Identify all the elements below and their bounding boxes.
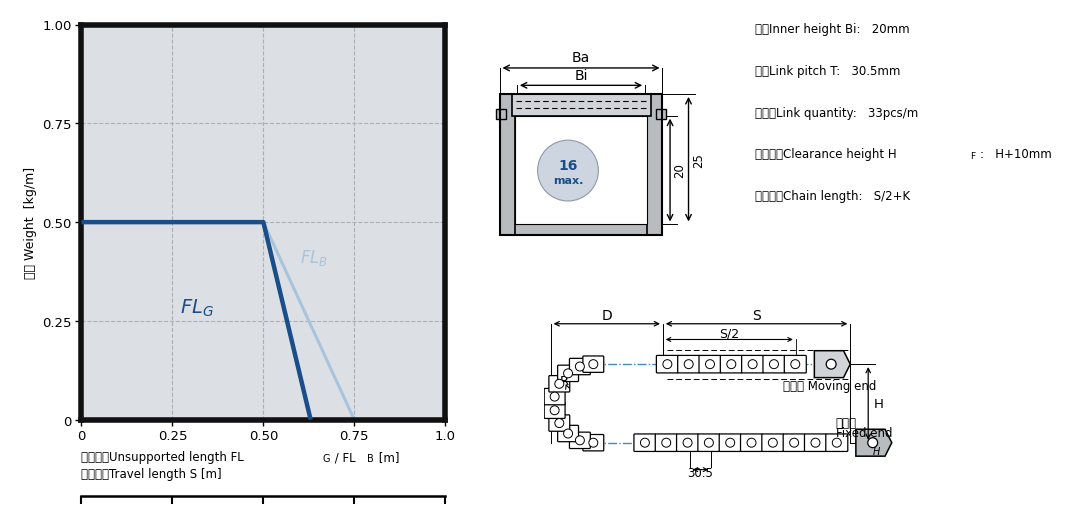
Text: max.: max.: [553, 176, 583, 186]
Text: 链节数Link quantity:   33pcs/m: 链节数Link quantity: 33pcs/m: [755, 106, 918, 119]
Text: $\mathit{FL_B}$: $\mathit{FL_B}$: [300, 247, 328, 267]
Circle shape: [768, 438, 778, 447]
Bar: [496, 110, 506, 120]
Bar: [647, 95, 662, 236]
Circle shape: [564, 369, 572, 378]
Circle shape: [705, 438, 714, 447]
Circle shape: [576, 362, 584, 371]
Text: F: F: [970, 152, 975, 161]
Text: [m]: [m]: [375, 450, 400, 463]
Circle shape: [748, 360, 757, 369]
Text: :   H+10mm: : H+10mm: [980, 148, 1051, 161]
Bar: [515, 117, 647, 225]
Text: Fixed end: Fixed end: [835, 427, 893, 440]
FancyBboxPatch shape: [656, 356, 679, 373]
Text: $\mathbf{\mathit{FL_G}}$: $\mathbf{\mathit{FL_G}}$: [179, 297, 214, 319]
Text: S: S: [753, 308, 761, 323]
Text: 固定端: 固定端: [835, 416, 857, 429]
FancyBboxPatch shape: [557, 426, 579, 442]
Circle shape: [832, 438, 842, 447]
Text: S/2: S/2: [719, 326, 740, 340]
FancyBboxPatch shape: [548, 415, 570, 432]
Text: Ba: Ba: [572, 51, 590, 65]
FancyBboxPatch shape: [569, 359, 591, 375]
Circle shape: [555, 419, 564, 428]
FancyBboxPatch shape: [784, 356, 806, 373]
Circle shape: [725, 438, 735, 447]
Circle shape: [826, 359, 836, 370]
Text: 30.5: 30.5: [687, 466, 714, 479]
Circle shape: [555, 380, 564, 388]
Circle shape: [551, 392, 559, 401]
Circle shape: [706, 360, 715, 369]
Text: Bi: Bi: [574, 69, 588, 82]
Circle shape: [727, 360, 736, 369]
Text: 节距Link pitch T:   30.5mm: 节距Link pitch T: 30.5mm: [755, 65, 900, 77]
Text: G: G: [323, 453, 330, 463]
FancyBboxPatch shape: [678, 356, 699, 373]
FancyBboxPatch shape: [583, 356, 604, 373]
Circle shape: [564, 429, 572, 438]
FancyBboxPatch shape: [634, 434, 656, 451]
FancyBboxPatch shape: [825, 434, 848, 451]
FancyBboxPatch shape: [719, 434, 741, 451]
FancyBboxPatch shape: [698, 434, 720, 451]
Bar: [500, 225, 662, 236]
FancyBboxPatch shape: [544, 389, 565, 405]
FancyBboxPatch shape: [763, 356, 785, 373]
Circle shape: [662, 360, 672, 369]
Circle shape: [791, 360, 799, 369]
Text: 内高Inner height Bi:   20mm: 内高Inner height Bi: 20mm: [755, 23, 909, 36]
FancyBboxPatch shape: [583, 435, 604, 451]
Text: 安装高度Clearance height H: 安装高度Clearance height H: [755, 148, 896, 161]
FancyBboxPatch shape: [742, 356, 763, 373]
FancyBboxPatch shape: [741, 434, 762, 451]
Bar: [500, 95, 515, 236]
Circle shape: [868, 438, 877, 448]
Circle shape: [589, 360, 597, 369]
Circle shape: [790, 438, 798, 447]
Ellipse shape: [538, 141, 598, 202]
FancyBboxPatch shape: [557, 365, 579, 382]
Polygon shape: [856, 430, 892, 456]
FancyBboxPatch shape: [548, 376, 570, 392]
Text: 架空长度Unsupported length FL: 架空长度Unsupported length FL: [81, 450, 244, 463]
Text: 16: 16: [558, 159, 578, 173]
Text: H: H: [874, 397, 884, 410]
Text: / FL: / FL: [331, 450, 356, 463]
Circle shape: [747, 438, 756, 447]
FancyBboxPatch shape: [544, 402, 565, 418]
Bar: [656, 110, 666, 120]
Circle shape: [661, 438, 671, 447]
Polygon shape: [814, 351, 850, 378]
FancyBboxPatch shape: [677, 434, 698, 451]
FancyBboxPatch shape: [720, 356, 743, 373]
FancyBboxPatch shape: [762, 434, 784, 451]
Circle shape: [641, 438, 649, 447]
FancyBboxPatch shape: [805, 434, 826, 451]
Text: R: R: [559, 375, 569, 387]
Y-axis label: 负载 Weight  [kg/m]: 负载 Weight [kg/m]: [24, 167, 37, 278]
Text: 20: 20: [673, 163, 686, 178]
Circle shape: [684, 360, 693, 369]
FancyBboxPatch shape: [699, 356, 721, 373]
Text: B: B: [367, 453, 374, 463]
Text: 25: 25: [692, 152, 705, 167]
Circle shape: [683, 438, 692, 447]
Bar: [500, 95, 662, 236]
Circle shape: [576, 436, 584, 445]
Text: D: D: [602, 308, 613, 323]
FancyBboxPatch shape: [655, 434, 678, 451]
FancyBboxPatch shape: [569, 432, 591, 448]
Text: 行程长度Travel length S [m]: 行程长度Travel length S [m]: [81, 467, 222, 480]
Circle shape: [589, 438, 597, 447]
Text: 移动端 Moving end: 移动端 Moving end: [783, 379, 876, 392]
Text: H: H: [873, 446, 880, 456]
Bar: [512, 95, 651, 117]
Text: 拖链长度Chain length:   S/2+K: 拖链长度Chain length: S/2+K: [755, 190, 910, 203]
FancyBboxPatch shape: [783, 434, 805, 451]
Circle shape: [770, 360, 779, 369]
Circle shape: [551, 406, 559, 415]
Circle shape: [811, 438, 820, 447]
